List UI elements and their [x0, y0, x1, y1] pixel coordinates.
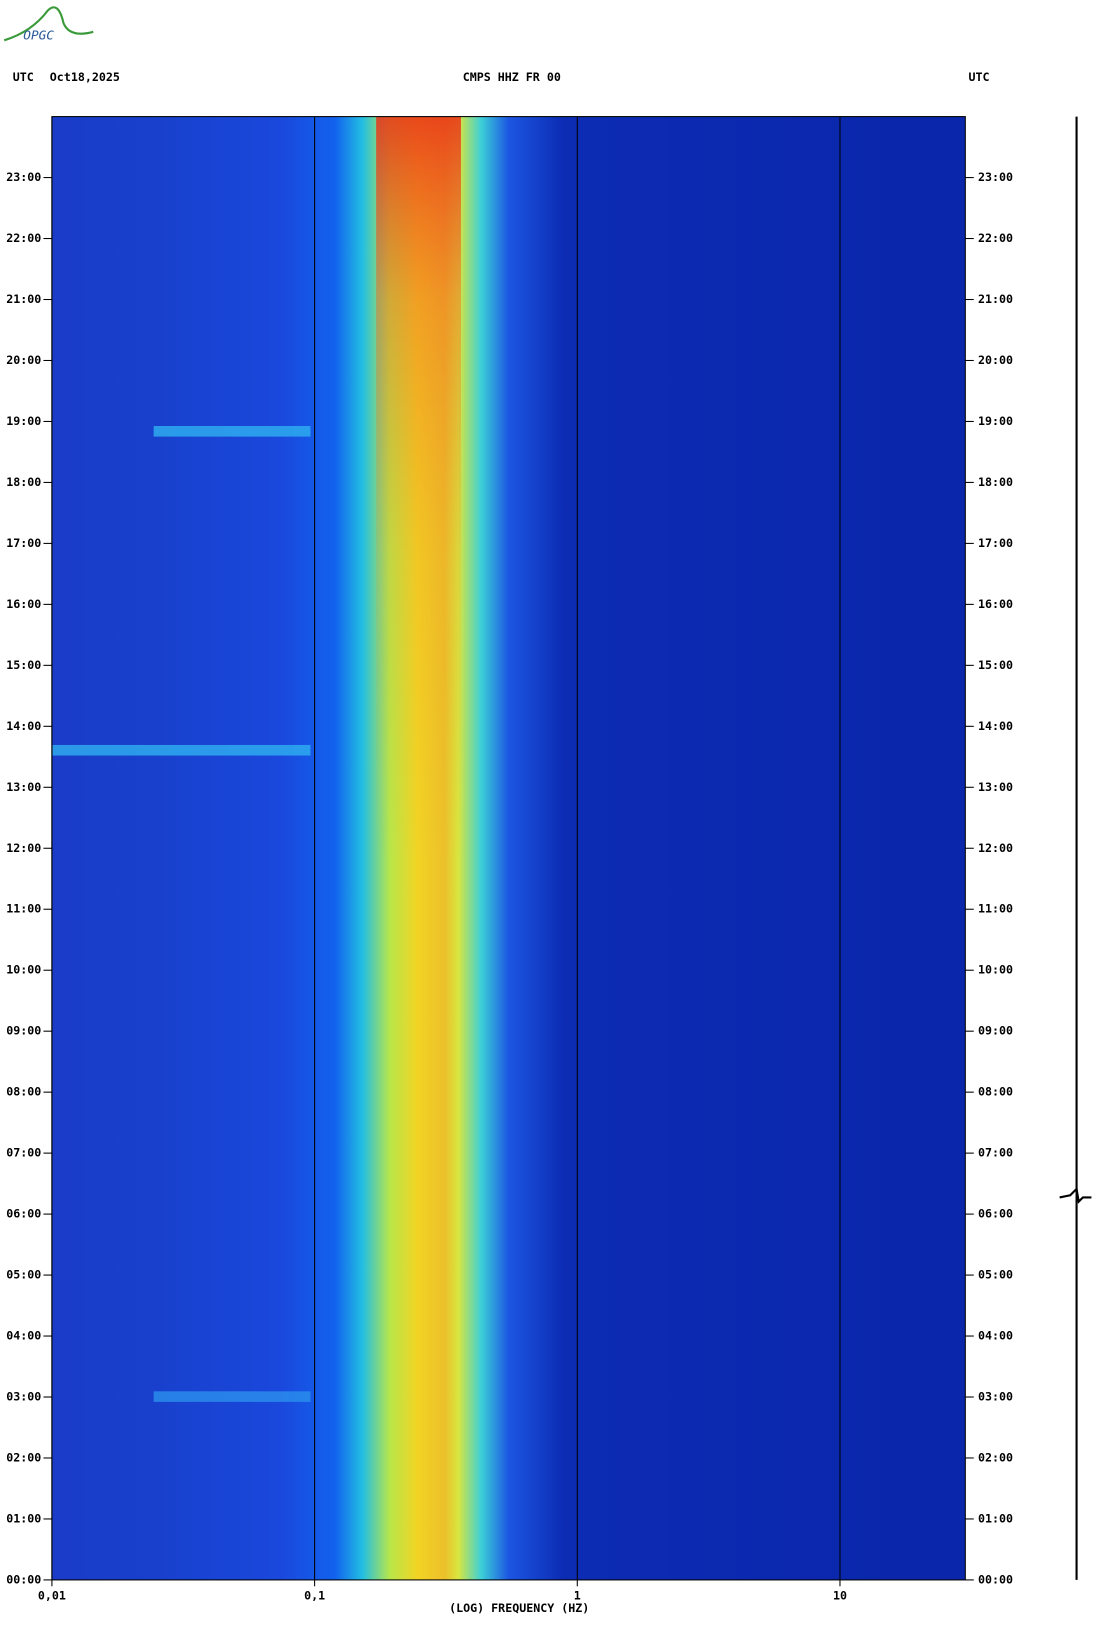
right-label: UTC — [968, 70, 989, 84]
x-axis-label: (LOG) FREQUENCY (HZ) — [449, 1601, 589, 1615]
y-tick-label: 22:00 — [6, 231, 41, 245]
y-tick-label: 04:00 — [6, 1329, 41, 1343]
y-tick-label: 02:00 — [978, 1450, 1013, 1464]
y-tick-label: 01:00 — [978, 1511, 1013, 1525]
y-tick-label: 08:00 — [6, 1085, 41, 1099]
y-tick-label: 16:00 — [6, 597, 41, 611]
logo: OPGC — [3, 6, 94, 43]
y-tick-label: 02:00 — [6, 1450, 41, 1464]
y-tick-label: 21:00 — [978, 292, 1013, 306]
spectrogram — [51, 116, 966, 1580]
y-tick-label: 14:00 — [6, 719, 41, 733]
spectrogram-peak — [376, 116, 461, 859]
y-tick-label: 10:00 — [6, 963, 41, 977]
y-tick-label: 12:00 — [6, 841, 41, 855]
y-tick-label: 11:00 — [6, 902, 41, 916]
y-tick-label: 05:00 — [978, 1268, 1013, 1282]
y-tick-label: 15:00 — [978, 658, 1013, 672]
y-tick-label: 07:00 — [6, 1146, 41, 1160]
y-tick-label: 01:00 — [6, 1511, 41, 1525]
y-tick-label: 00:00 — [6, 1572, 41, 1586]
transient-lines — [51, 426, 311, 1402]
x-tick-label: 1 — [574, 1588, 581, 1602]
logo-text: OPGC — [23, 28, 54, 43]
y-tick-label: 11:00 — [978, 902, 1013, 916]
x-tick-label: 0,1 — [304, 1588, 325, 1602]
y-tick-label: 07:00 — [978, 1146, 1013, 1160]
y-tick-label: 19:00 — [978, 414, 1013, 428]
y-tick-label: 03:00 — [6, 1390, 41, 1404]
date: Oct18,2025 — [50, 70, 120, 84]
y-tick-label: 15:00 — [6, 658, 41, 672]
y-tick-label: 13:00 — [6, 780, 41, 794]
y-tick-label: 03:00 — [978, 1390, 1013, 1404]
y-tick-label: 16:00 — [978, 597, 1013, 611]
y-tick-label: 10:00 — [978, 963, 1013, 977]
y-tick-label: 20:00 — [6, 353, 41, 367]
y-tick-label: 19:00 — [6, 414, 41, 428]
y-tick-label: 06:00 — [978, 1207, 1013, 1221]
y-tick-label: 05:00 — [6, 1268, 41, 1282]
left-label: UTC — [13, 70, 34, 84]
y-tick-label: 09:00 — [978, 1024, 1013, 1038]
y-tick-label: 23:00 — [978, 170, 1013, 184]
y-tick-label: 14:00 — [978, 719, 1013, 733]
y-tick-label: 08:00 — [978, 1085, 1013, 1099]
y-tick-label: 20:00 — [978, 353, 1013, 367]
x-tick-label: 0,01 — [38, 1588, 66, 1602]
x-tick-label: 10 — [833, 1588, 847, 1602]
y-tick-label: 04:00 — [978, 1329, 1013, 1343]
y-tick-label: 12:00 — [978, 841, 1013, 855]
y-tick-label: 06:00 — [6, 1207, 41, 1221]
y-tick-label: 21:00 — [6, 292, 41, 306]
waveform — [1059, 116, 1092, 1580]
y-tick-label: 17:00 — [978, 536, 1013, 550]
y-tick-label: 00:00 — [978, 1572, 1013, 1586]
chart-title: CMPS HHZ FR 00 — [463, 70, 561, 84]
y-tick-label: 17:00 — [6, 536, 41, 550]
y-tick-label: 09:00 — [6, 1024, 41, 1038]
y-tick-label: 18:00 — [978, 475, 1013, 489]
y-tick-label: 23:00 — [6, 170, 41, 184]
y-tick-label: 13:00 — [978, 780, 1013, 794]
y-tick-label: 22:00 — [978, 231, 1013, 245]
y-tick-label: 18:00 — [6, 475, 41, 489]
